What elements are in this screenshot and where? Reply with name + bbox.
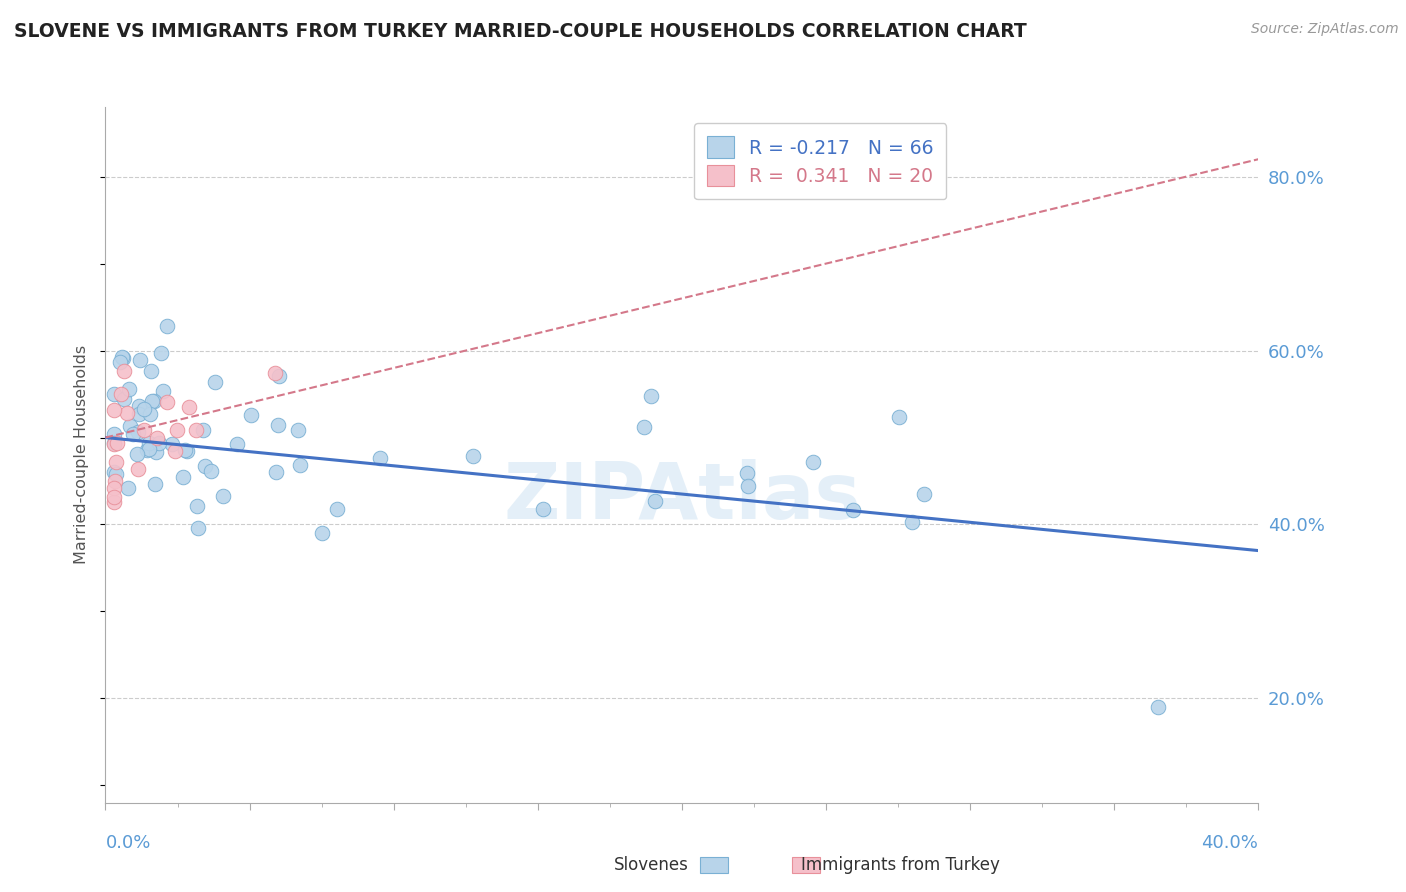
Point — [103, 403, 125, 417]
Point — [150, 345, 173, 359]
Point — [103, 427, 125, 442]
Point — [145, 476, 167, 491]
Point — [104, 474, 127, 488]
Point — [311, 526, 333, 541]
Point — [264, 366, 287, 380]
FancyBboxPatch shape — [700, 857, 728, 873]
Point — [267, 368, 290, 383]
Point — [531, 502, 554, 516]
Point — [264, 465, 287, 479]
Point — [103, 387, 125, 401]
Y-axis label: Married-couple Households: Married-couple Households — [75, 345, 90, 565]
Point — [103, 490, 125, 504]
Point — [211, 489, 233, 503]
Point — [172, 470, 194, 484]
Point — [370, 451, 392, 466]
Text: ZIPAtlas: ZIPAtlas — [503, 458, 860, 534]
Point — [145, 430, 167, 444]
Point — [912, 487, 935, 501]
Point — [138, 436, 160, 450]
Point — [138, 407, 160, 421]
Point — [112, 364, 135, 378]
Point — [118, 383, 141, 397]
Point — [156, 395, 179, 409]
Point — [225, 437, 247, 451]
Point — [103, 495, 125, 509]
Point — [326, 501, 349, 516]
Point — [139, 364, 162, 378]
Point — [633, 420, 655, 434]
Point — [145, 444, 167, 458]
Point — [267, 417, 290, 432]
Text: 40.0%: 40.0% — [1202, 834, 1258, 852]
Point — [128, 407, 150, 421]
Point — [121, 427, 143, 442]
Point — [118, 418, 141, 433]
Point — [737, 479, 759, 493]
Point — [187, 521, 209, 535]
Point — [117, 481, 139, 495]
Point — [735, 466, 758, 480]
Point — [191, 423, 214, 437]
Point — [110, 387, 132, 401]
Point — [640, 389, 662, 403]
Point — [288, 458, 311, 472]
Point — [143, 394, 166, 409]
Point — [128, 399, 150, 413]
Point — [125, 447, 148, 461]
Point — [186, 499, 208, 513]
Text: Immigrants from Turkey: Immigrants from Turkey — [801, 856, 1000, 874]
Point — [105, 455, 128, 469]
Point — [184, 423, 207, 437]
Point — [204, 375, 226, 389]
Text: Slovenes: Slovenes — [614, 856, 689, 874]
Point — [141, 393, 163, 408]
Point — [177, 400, 200, 414]
Point — [200, 464, 222, 478]
Point — [108, 355, 131, 369]
Point — [115, 406, 138, 420]
Point — [644, 493, 666, 508]
FancyBboxPatch shape — [792, 857, 820, 873]
Text: SLOVENE VS IMMIGRANTS FROM TURKEY MARRIED-COUPLE HOUSEHOLDS CORRELATION CHART: SLOVENE VS IMMIGRANTS FROM TURKEY MARRIE… — [14, 22, 1026, 41]
Point — [111, 351, 134, 366]
Point — [239, 408, 262, 422]
Point — [160, 437, 183, 451]
Point — [104, 467, 127, 481]
Point — [900, 516, 922, 530]
Point — [103, 436, 125, 450]
Point — [148, 436, 170, 450]
Legend: R = -0.217   N = 66, R =  0.341   N = 20: R = -0.217 N = 66, R = 0.341 N = 20 — [695, 123, 946, 200]
Point — [136, 443, 159, 458]
Point — [111, 350, 134, 364]
Point — [132, 402, 155, 417]
Point — [152, 384, 174, 399]
Point — [842, 503, 865, 517]
Point — [103, 465, 125, 479]
Text: 0.0%: 0.0% — [105, 834, 150, 852]
Point — [127, 425, 149, 440]
Point — [287, 424, 309, 438]
Point — [103, 437, 125, 451]
Point — [163, 444, 186, 458]
Point — [132, 423, 155, 437]
Point — [166, 423, 188, 437]
Point — [138, 442, 160, 457]
Point — [129, 353, 152, 368]
Point — [112, 392, 135, 407]
Point — [174, 443, 197, 458]
Point — [176, 443, 198, 458]
Text: Source: ZipAtlas.com: Source: ZipAtlas.com — [1251, 22, 1399, 37]
Point — [1147, 700, 1170, 714]
Point — [156, 319, 179, 334]
Point — [887, 410, 910, 425]
Point — [103, 481, 125, 495]
Point — [463, 449, 485, 463]
Point — [105, 436, 128, 450]
Point — [194, 459, 217, 474]
Point — [801, 455, 824, 469]
Point — [127, 462, 149, 476]
